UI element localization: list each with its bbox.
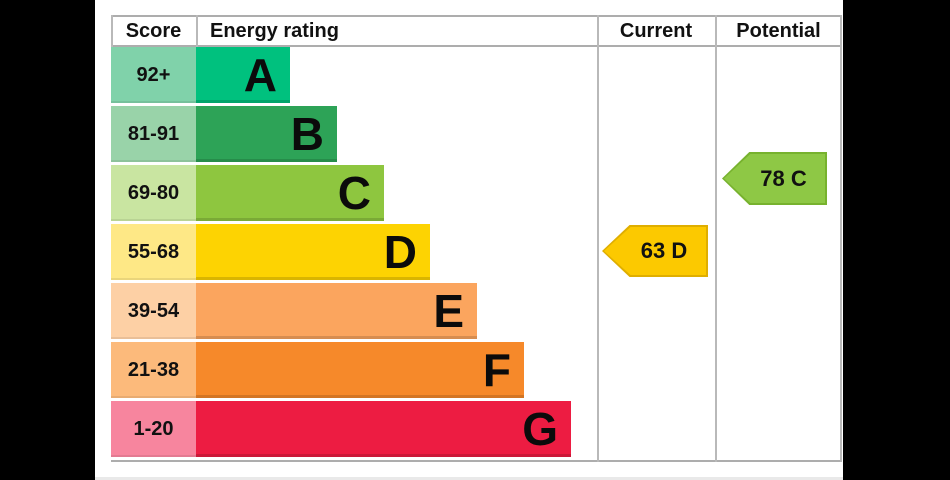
band-row-b: 81-91 B <box>111 106 842 165</box>
header-score: Score <box>125 20 182 42</box>
rating-bar-g: G <box>196 401 571 457</box>
band-letter-b: B <box>290 108 324 160</box>
rating-bar-a: A <box>196 47 290 103</box>
score-cell-e: 39-54 <box>111 283 196 339</box>
header-current: Current <box>619 20 693 42</box>
band-letter-a: A <box>243 49 277 101</box>
rating-bar-d: D <box>196 224 430 280</box>
score-cell-a: 92+ <box>111 47 196 103</box>
rating-bar-c: C <box>196 165 384 221</box>
band-row-g: 1-20 G <box>111 401 842 460</box>
score-cell-b: 81-91 <box>111 106 196 162</box>
band-letter-g: G <box>522 403 558 455</box>
score-cell-c: 69-80 <box>111 165 196 221</box>
table-bottom-border <box>111 460 842 462</box>
header-bottom-border <box>111 45 842 47</box>
band-letter-e: E <box>433 285 464 337</box>
current-column-divider <box>597 15 599 462</box>
score-column-divider <box>196 15 198 47</box>
table-top-border <box>111 15 842 17</box>
potential-column-divider <box>715 15 717 462</box>
score-cell-d: 55-68 <box>111 224 196 280</box>
band-rows: 92+ A 81-91 B 69-80 C 55-68 D 39-54 E 21-38 F 1-20 G <box>111 47 842 460</box>
band-row-f: 21-38 F <box>111 342 842 401</box>
table-right-border <box>840 15 842 462</box>
rating-bar-e: E <box>196 283 477 339</box>
band-letter-c: C <box>337 167 371 219</box>
band-row-d: 55-68 D <box>111 224 842 283</box>
score-cell-g: 1-20 <box>111 401 196 457</box>
epc-rating-table: Score Energy rating Current Potential 92… <box>111 15 842 462</box>
rating-bar-f: F <box>196 342 524 398</box>
header-potential: Potential <box>736 20 821 42</box>
band-row-e: 39-54 E <box>111 283 842 342</box>
score-cell-f: 21-38 <box>111 342 196 398</box>
band-letter-f: F <box>482 344 511 396</box>
rating-bar-b: B <box>196 106 337 162</box>
band-row-c: 69-80 C <box>111 165 842 224</box>
epc-chart-panel: Score Energy rating Current Potential 92… <box>95 0 843 480</box>
band-row-a: 92+ A <box>111 47 842 106</box>
header-left-border <box>111 15 113 47</box>
header-energy-rating: Energy rating <box>210 20 339 42</box>
band-letter-d: D <box>383 226 417 278</box>
